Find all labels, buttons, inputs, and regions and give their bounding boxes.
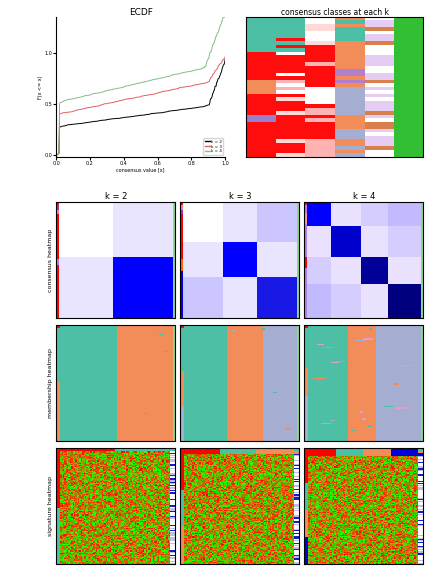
Title: k = 2: k = 2	[105, 192, 127, 201]
Title: k = 4: k = 4	[353, 192, 375, 201]
Legend: k = 2, k = 3, k = 4: k = 2, k = 3, k = 4	[203, 138, 223, 154]
X-axis label: consensus value [x]: consensus value [x]	[116, 167, 165, 172]
Title: ECDF: ECDF	[129, 7, 152, 17]
Title: k = 3: k = 3	[229, 192, 251, 201]
Y-axis label: F(x <= x): F(x <= x)	[38, 75, 43, 98]
Title: consensus classes at each k: consensus classes at each k	[281, 7, 389, 17]
Y-axis label: membership heatmap: membership heatmap	[48, 348, 54, 418]
Y-axis label: signature heatmap: signature heatmap	[48, 476, 54, 536]
Y-axis label: consensus heatmap: consensus heatmap	[48, 229, 54, 291]
